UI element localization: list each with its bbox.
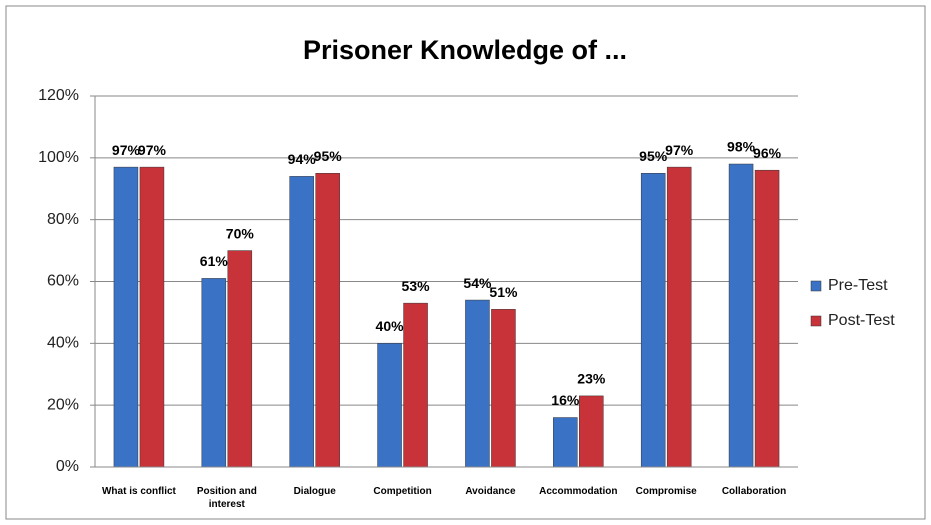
data-label: 70% <box>226 225 255 241</box>
x-tick-label: Competition <box>373 486 432 497</box>
bar <box>113 166 139 468</box>
bar <box>227 250 253 468</box>
data-label: 23% <box>577 371 606 387</box>
x-tick-label: Compromise <box>635 486 697 497</box>
bar <box>666 166 692 468</box>
bar <box>139 166 165 468</box>
data-label: 95% <box>314 148 343 164</box>
data-label: 53% <box>402 278 431 294</box>
bar <box>465 299 490 468</box>
legend-label: Pre-Test <box>828 277 888 294</box>
bar <box>728 163 754 468</box>
bar <box>579 395 604 468</box>
bar <box>377 343 402 468</box>
bar <box>289 176 314 468</box>
x-tick-label: Position and interest <box>196 486 257 510</box>
legend-swatch <box>810 280 822 292</box>
y-tick-label: 100% <box>38 149 79 166</box>
bar <box>491 309 516 468</box>
y-tick-label: 80% <box>47 211 79 228</box>
x-tick-label: Collaboration <box>721 486 787 497</box>
bar <box>553 417 578 468</box>
y-tick-label: 40% <box>47 335 79 352</box>
x-tick-label: Accommodation <box>539 486 618 497</box>
data-label: 94% <box>288 151 317 167</box>
y-tick-label: 20% <box>47 396 79 413</box>
data-label: 95% <box>639 148 668 164</box>
bar <box>403 302 428 468</box>
x-tick-label: Avoidance <box>465 486 516 497</box>
y-tick-label: 0% <box>56 458 79 475</box>
legend-swatch <box>810 315 822 327</box>
data-label: 98% <box>727 139 756 155</box>
data-label: 61% <box>200 253 229 269</box>
x-tick-label: Dialogue <box>293 486 336 497</box>
data-label: 97% <box>138 142 167 158</box>
legend-label: Post-Test <box>828 312 895 329</box>
data-label: 54% <box>463 275 492 291</box>
chart-title: Prisoner Knowledge of ... <box>303 35 627 65</box>
y-tick-label: 120% <box>38 87 79 104</box>
bar <box>201 278 227 468</box>
x-tick-label: What is conflict <box>101 486 176 497</box>
data-label: 16% <box>551 392 580 408</box>
data-label: 97% <box>112 142 141 158</box>
data-label: 97% <box>665 142 694 158</box>
bar <box>315 173 340 468</box>
bar <box>640 173 666 468</box>
data-label: 51% <box>489 284 518 300</box>
data-label: 40% <box>376 318 405 334</box>
data-label: 96% <box>753 145 782 161</box>
y-tick-label: 60% <box>47 273 79 290</box>
bar <box>754 169 780 468</box>
